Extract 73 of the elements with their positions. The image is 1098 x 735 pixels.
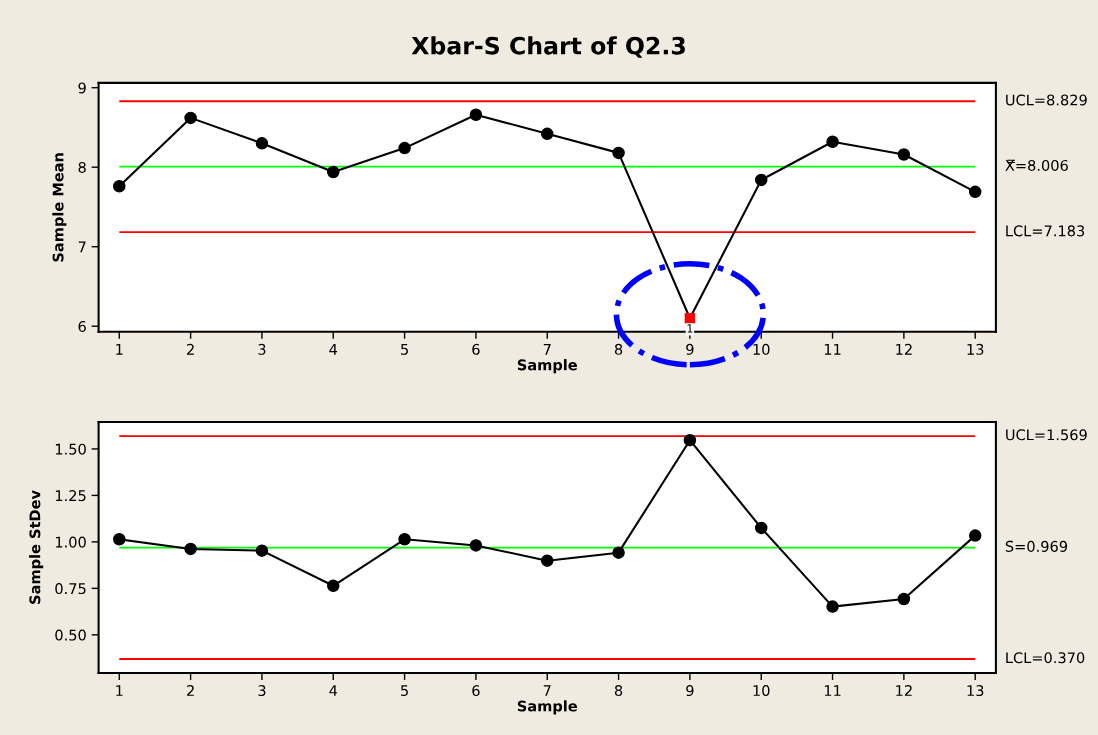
ref-line-label: UCL=1.569: [1006, 429, 1087, 441]
point: [255, 137, 269, 150]
x-tick-label: 12: [896, 343, 912, 355]
y-axis-title: Sample Mean: [52, 153, 67, 262]
y-tick-label: 7: [78, 241, 86, 253]
y-axis-title: Sample StDev: [29, 490, 44, 604]
x-tick-label: 10: [753, 685, 770, 697]
point: [540, 554, 554, 567]
y-tick-label: 9: [78, 82, 86, 94]
x-axis-title: Sample: [517, 359, 577, 374]
ref-line-label: LCL=0.370: [1006, 652, 1085, 664]
x-tick-label: 7: [543, 344, 551, 355]
point: [184, 542, 197, 556]
point: [684, 313, 696, 324]
x-tick-label: 3: [258, 343, 266, 355]
point: [754, 521, 768, 535]
y-tick-label: 0.75: [55, 583, 86, 595]
point: [968, 529, 982, 542]
x-tick-label: 13: [967, 685, 984, 697]
point: [968, 185, 982, 199]
chart-title: Xbar-S Chart of Q2.3: [411, 36, 685, 58]
point: [398, 141, 411, 155]
y-tick-label: 6: [78, 320, 86, 332]
x-axis-title: Sample: [517, 700, 577, 715]
x-tick-label: 1: [116, 344, 123, 355]
x-tick-label: 7: [543, 685, 551, 696]
ref-line-label: X̿=8.006: [1005, 159, 1068, 171]
point: [398, 533, 411, 546]
x-tick-label: 9: [686, 343, 694, 355]
x-tick-label: 6: [472, 685, 480, 697]
point: [113, 180, 126, 193]
x-tick-label: 9: [686, 685, 694, 697]
x-tick-label: 5: [401, 685, 408, 697]
point: [897, 592, 911, 606]
x-tick-label: 13: [967, 343, 984, 355]
point: [826, 600, 839, 613]
ref-line-label: S̄=0.969: [1005, 540, 1068, 552]
point: [612, 146, 625, 160]
point: [327, 579, 340, 593]
x-tick-label: 6: [472, 343, 480, 355]
point: [184, 111, 197, 125]
point: [683, 433, 697, 447]
x-tick-label: 4: [329, 685, 338, 696]
point: [113, 533, 126, 546]
point: [469, 539, 483, 552]
point: [540, 127, 554, 141]
ref-line-label: LCL=7.183: [1006, 225, 1085, 237]
annotation: 1: [687, 324, 693, 333]
ref-line-label: UCL=8.829: [1006, 94, 1087, 106]
x-tick-label: 1: [116, 685, 123, 696]
point: [826, 135, 839, 148]
y-tick-label: 1.25: [55, 490, 86, 502]
y-tick-label: 1.50: [55, 443, 86, 455]
point: [255, 544, 269, 557]
point: [897, 148, 911, 161]
x-tick-label: 8: [614, 685, 623, 697]
x-tick-label: 3: [258, 685, 266, 697]
point: [327, 165, 340, 179]
point: [754, 173, 768, 187]
x-tick-label: 8: [614, 343, 623, 355]
y-tick-label: 0.50: [55, 629, 86, 641]
x-tick-label: 11: [824, 685, 841, 696]
point: [612, 546, 625, 559]
x-tick-label: 2: [187, 343, 194, 355]
x-tick-label: 12: [896, 685, 912, 696]
x-tick-label: 11: [824, 344, 841, 355]
y-tick-label: 8: [78, 161, 86, 173]
point: [469, 108, 483, 121]
x-tick-label: 4: [329, 344, 338, 355]
x-tick-label: 5: [401, 344, 408, 355]
x-tick-label: 2: [187, 685, 194, 696]
y-tick-label: 1.00: [55, 536, 86, 548]
x-tick-label: 10: [753, 343, 770, 355]
